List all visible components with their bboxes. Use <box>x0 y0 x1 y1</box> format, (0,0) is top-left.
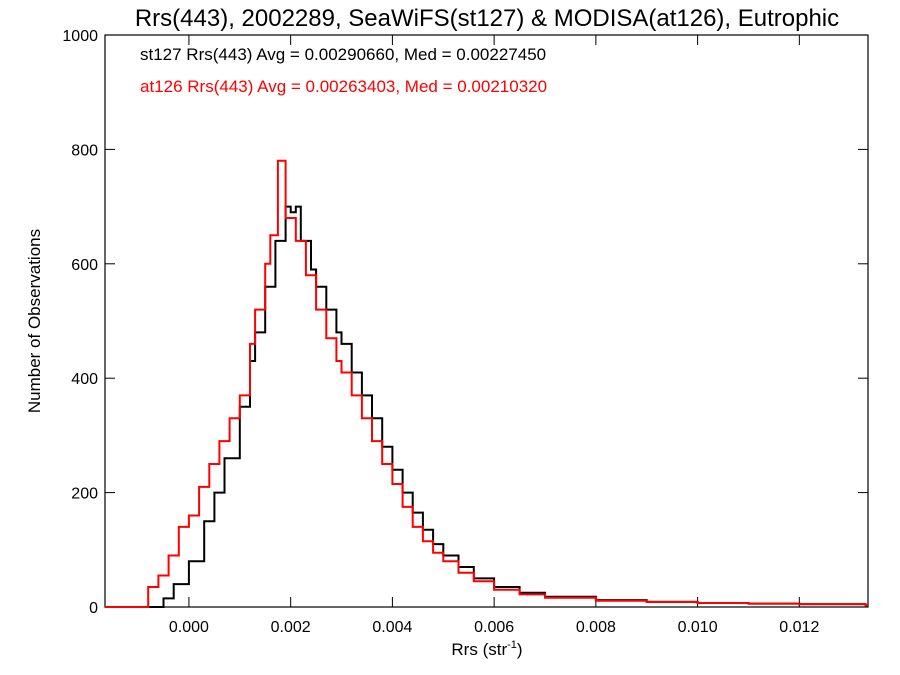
x-tick-label: 0.008 <box>576 619 616 636</box>
axis-ticks <box>105 34 868 608</box>
x-tick-label: 0.004 <box>372 619 412 636</box>
series-line-at126 <box>105 159 868 608</box>
x-axis-label-superscript: -1 <box>507 639 517 651</box>
series-line-st127 <box>105 205 868 608</box>
x-tick-label: 0.000 <box>169 619 209 636</box>
x-axis-label-main: Rrs (str <box>451 640 507 659</box>
y-tick-label: 600 <box>71 257 98 274</box>
y-tick-label: 1000 <box>62 28 98 45</box>
y-tick-label: 800 <box>71 142 98 159</box>
y-tick-label: 400 <box>71 371 98 388</box>
y-tick-label: 0 <box>89 600 98 617</box>
x-axis-label: Rrs (str-1) <box>451 639 522 659</box>
legend-at126: at126 Rrs(443) Avg = 0.00263403, Med = 0… <box>140 77 547 96</box>
y-axis-label: Number of Observations <box>25 229 44 413</box>
series-lines <box>105 159 868 608</box>
legend-st127: st127 Rrs(443) Avg = 0.00290660, Med = 0… <box>140 45 546 64</box>
plot-frame <box>104 34 869 608</box>
axis-tick-labels: 0.000 0.002 0.004 0.006 0.008 0.010 0.012 0 200 4… <box>62 28 819 636</box>
x-tick-label: 0.002 <box>271 619 311 636</box>
y-tick-label: 200 <box>71 486 98 503</box>
x-axis-label-end: ) <box>517 640 523 659</box>
x-tick-label: 0.010 <box>678 619 718 636</box>
x-tick-label: 0.006 <box>474 619 514 636</box>
chart-title: Rrs(443), 2002289, SeaWiFS(st127) & MODI… <box>135 5 839 32</box>
x-tick-label: 0.012 <box>779 619 819 636</box>
